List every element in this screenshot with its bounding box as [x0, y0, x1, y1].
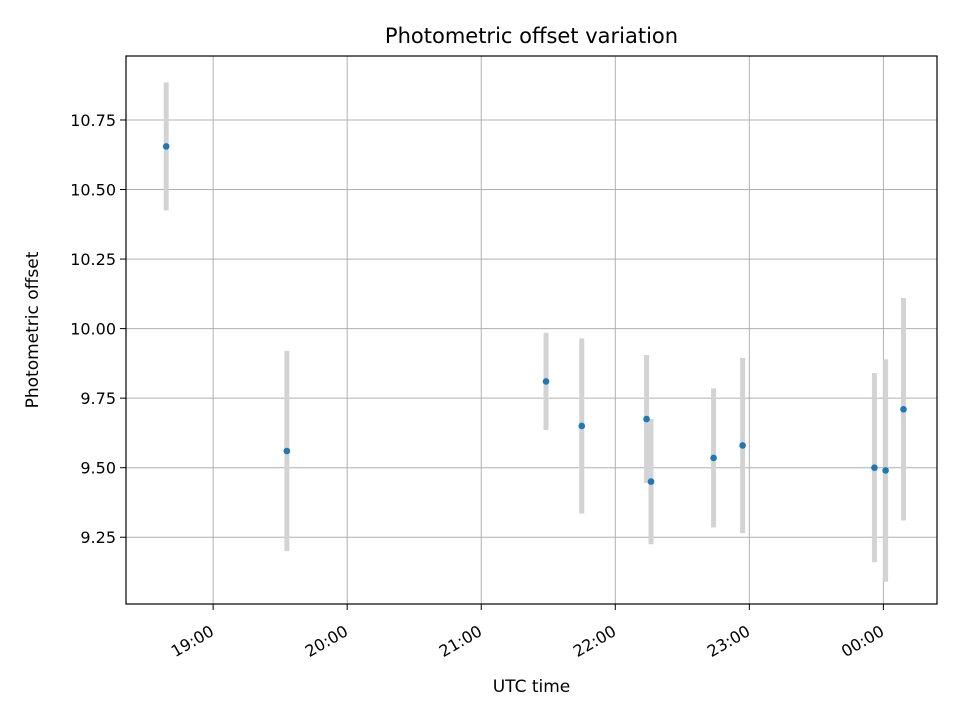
- y-tick-label: 9.50: [80, 459, 116, 478]
- plot-frame: [125, 55, 938, 605]
- error-bars: [163, 82, 906, 582]
- y-tick-label: 10.75: [70, 111, 116, 130]
- y-axis-label: Photometric offset: [23, 251, 43, 408]
- data-point: [647, 478, 655, 485]
- x-tick-label: 00:00: [838, 621, 887, 661]
- data-point: [710, 454, 717, 462]
- data-point: [283, 447, 291, 455]
- y-axis-ticks: 9.25 9.50 9.75 10.00 10.25 10.50 10.75: [70, 111, 126, 547]
- data-point: [739, 442, 746, 449]
- x-tick-label: 20:00: [302, 621, 351, 661]
- y-tick-label: 10.50: [70, 181, 116, 200]
- data-point: [900, 405, 907, 413]
- y-tick-label: 9.75: [80, 389, 116, 408]
- y-tick-label: 9.25: [80, 528, 116, 547]
- x-axis-label: UTC time: [493, 677, 571, 697]
- chart-title: Photometric offset variation: [385, 24, 678, 48]
- data-points: [162, 143, 907, 485]
- y-tick-label: 10.00: [70, 320, 116, 339]
- data-point: [882, 467, 889, 474]
- x-tick-label: 21:00: [436, 621, 485, 661]
- data-point: [542, 378, 550, 385]
- data-point: [643, 415, 650, 423]
- x-tick-label: 23:00: [704, 621, 753, 661]
- data-point: [578, 422, 586, 430]
- grid: [126, 56, 937, 604]
- x-tick-label: 19:00: [168, 621, 217, 661]
- y-tick-label: 10.25: [70, 250, 116, 269]
- data-point: [162, 143, 170, 150]
- x-axis-ticks: 19:00 20:00 21:00 22:00 23:00 00:00: [168, 604, 887, 661]
- x-tick-label: 22:00: [570, 621, 619, 661]
- data-point: [871, 464, 878, 471]
